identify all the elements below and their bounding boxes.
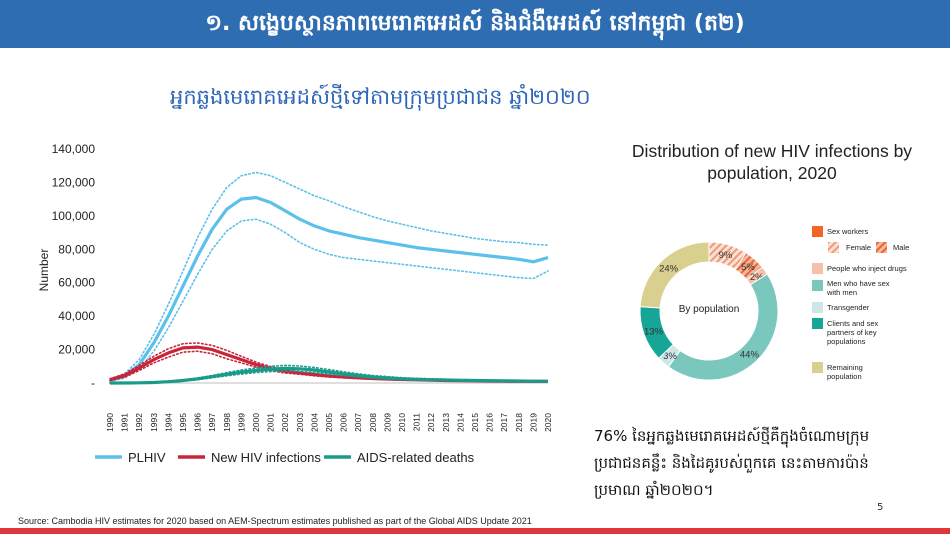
x-tick-label: 1991 bbox=[120, 413, 130, 432]
donut-slice bbox=[667, 273, 779, 381]
y-tick-label: 120,000 bbox=[52, 175, 96, 189]
series-lines bbox=[109, 171, 549, 385]
x-axis-ticks: 1990 1991 1992 1993 1994 1995 1996 1997 1998 1999… bbox=[105, 413, 553, 432]
donut-center-label: By population bbox=[679, 304, 740, 315]
legend-label: New HIV infections bbox=[211, 450, 321, 465]
x-tick-label: 2009 bbox=[382, 413, 392, 432]
donut-legend: Sex workers Female Male People who inject d… bbox=[812, 226, 909, 381]
x-tick-label: 1992 bbox=[134, 413, 144, 432]
donut-slice-label: 44% bbox=[740, 350, 760, 361]
y-tick-label: 100,000 bbox=[52, 209, 96, 223]
legend-swatch-remaining bbox=[812, 362, 823, 373]
y-tick-label: 40,000 bbox=[58, 309, 95, 323]
donut-legend-label: Clients and sex bbox=[827, 319, 879, 328]
donut-legend-label: Sex workers bbox=[827, 227, 869, 236]
y-tick-label: - bbox=[91, 376, 95, 390]
y-tick-label: 60,000 bbox=[58, 276, 95, 290]
donut-slice-label: 3% bbox=[663, 351, 677, 362]
legend-swatch-pwid bbox=[812, 263, 823, 274]
donut-slice-label: 2% bbox=[750, 272, 764, 283]
series-line-0 bbox=[109, 195, 549, 383]
x-tick-label: 2006 bbox=[339, 413, 349, 432]
key-finding-note: 76% នៃអ្នកឆ្លងមេរោគអេដស៍ថ្មីគឺក្នុងចំណោម… bbox=[594, 427, 870, 499]
donut-title-line-2: population, 2020 bbox=[707, 163, 837, 183]
legend-swatch-sex-workers bbox=[812, 226, 823, 237]
page-number: 5 bbox=[877, 502, 884, 513]
x-tick-label: 2010 bbox=[397, 413, 407, 432]
series-line-1 bbox=[109, 345, 548, 383]
x-tick-label: 2002 bbox=[280, 413, 290, 432]
legend-label: PLHIV bbox=[128, 450, 166, 465]
legend-swatch-transgender bbox=[812, 302, 823, 313]
x-tick-label: 1994 bbox=[163, 413, 173, 432]
chart-subtitle: អ្នកឆ្លងមេរោគអេដស៍ថ្មីទៅតាមក្រុមប្រជាជន … bbox=[170, 85, 591, 109]
donut-legend-label: Remaining bbox=[827, 363, 863, 372]
x-tick-label: 2004 bbox=[309, 413, 319, 432]
x-tick-label: 2016 bbox=[485, 413, 495, 432]
donut-slice-label: 9% bbox=[719, 250, 733, 261]
y-tick-label: 80,000 bbox=[58, 242, 95, 256]
donut-legend-label: Men who have sex bbox=[827, 279, 890, 288]
series-lower-bound bbox=[109, 218, 549, 383]
donut-legend-label: population bbox=[827, 372, 862, 381]
legend-label: AIDS-related deaths bbox=[357, 450, 475, 465]
donut-slice-label: 5% bbox=[741, 262, 755, 273]
x-tick-label: 2020 bbox=[543, 413, 553, 432]
x-tick-label: 2000 bbox=[251, 413, 261, 432]
donut-slices: 9% 5%2% 44% 3% 13% 24% bbox=[639, 241, 779, 381]
x-tick-label: 1998 bbox=[222, 413, 232, 432]
x-tick-label: 2017 bbox=[499, 413, 509, 432]
donut-legend-label: Transgender bbox=[827, 303, 870, 312]
line-chart-legend: PLHIV New HIV infections AIDS-related deat… bbox=[95, 450, 475, 465]
legend-swatch-male bbox=[876, 242, 887, 253]
donut-legend-label: Female bbox=[846, 243, 871, 252]
series-line-2 bbox=[110, 366, 549, 385]
x-tick-label: 2014 bbox=[455, 413, 465, 432]
population-donut-chart: Distribution of new HIV infections by po… bbox=[632, 141, 912, 381]
legend-swatch-clients bbox=[812, 318, 823, 329]
donut-legend-label: populations bbox=[827, 337, 866, 346]
x-tick-label: 2012 bbox=[426, 413, 436, 432]
x-tick-label: 2019 bbox=[528, 413, 538, 432]
x-tick-label: 2001 bbox=[266, 413, 276, 432]
donut-legend-label: with men bbox=[826, 288, 857, 297]
x-tick-label: 2013 bbox=[441, 413, 451, 432]
x-tick-label: 2007 bbox=[353, 413, 363, 432]
x-tick-label: 2018 bbox=[514, 413, 524, 432]
x-tick-label: 1999 bbox=[236, 413, 246, 432]
legend-swatch-msm bbox=[812, 280, 823, 291]
hiv-trend-line-chart: - 20,000 40,000 60,000 80,000 100,000 120,000 1… bbox=[37, 142, 553, 465]
x-tick-label: 2015 bbox=[470, 413, 480, 432]
y-axis-label: Number bbox=[37, 249, 51, 292]
x-tick-label: 1996 bbox=[193, 413, 203, 432]
x-tick-label: 1993 bbox=[149, 413, 159, 432]
x-tick-label: 1997 bbox=[207, 413, 217, 432]
donut-title-line-1: Distribution of new HIV infections by bbox=[632, 141, 912, 161]
donut-slice-label: 24% bbox=[659, 263, 679, 274]
donut-legend-label: People who inject drugs bbox=[827, 264, 907, 273]
title-banner: ១. សង្ខេបស្ថានភាពមេរោគអេដស៍ និងជំងឺអេដស៍… bbox=[0, 0, 950, 48]
y-tick-label: 20,000 bbox=[58, 343, 95, 357]
x-tick-label: 2011 bbox=[412, 413, 422, 432]
x-tick-label: 2008 bbox=[368, 413, 378, 432]
source-citation: Source: Cambodia HIV estimates for 2020 … bbox=[18, 516, 532, 526]
donut-slice-label: 13% bbox=[644, 326, 664, 337]
footer-bar bbox=[0, 528, 950, 534]
x-tick-label: 1995 bbox=[178, 413, 188, 432]
x-tick-label: 1990 bbox=[105, 413, 115, 432]
x-tick-label: 2005 bbox=[324, 413, 334, 432]
legend-swatch-female bbox=[828, 242, 839, 253]
donut-legend-label: partners of key bbox=[827, 328, 877, 337]
donut-legend-label: Male bbox=[893, 243, 909, 252]
y-axis-ticks: - 20,000 40,000 60,000 80,000 100,000 120,000 1… bbox=[52, 142, 548, 390]
y-tick-label: 140,000 bbox=[52, 142, 96, 156]
x-tick-label: 2003 bbox=[295, 413, 305, 432]
donut-slice bbox=[639, 241, 710, 309]
slide-title: ១. សង្ខេបស្ថានភាពមេរោគអេដស៍ និងជំងឺអេដស៍… bbox=[205, 11, 745, 36]
series-upper-bound bbox=[109, 171, 549, 381]
